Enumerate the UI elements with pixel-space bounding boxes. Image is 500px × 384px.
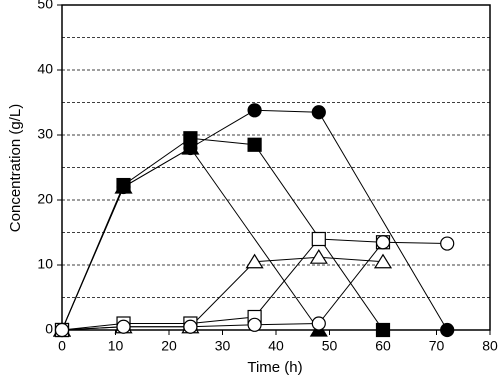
point	[247, 103, 262, 118]
x-tick-label: 30	[215, 338, 231, 354]
y-tick-label: 0	[45, 321, 53, 337]
y-tick-label: 10	[37, 256, 53, 272]
y-tick-label: 30	[37, 126, 53, 142]
x-tick-label: 40	[268, 338, 284, 354]
y-tick-label: 40	[37, 61, 53, 77]
y-tick-label: 20	[37, 191, 53, 207]
x-tick-label: 0	[58, 338, 66, 354]
x-tick-label: 20	[161, 338, 177, 354]
point	[245, 253, 264, 269]
y-axis-label: Concentration (g/L)	[7, 104, 24, 232]
x-tick-label: 50	[322, 338, 338, 354]
series-line	[61, 256, 384, 331]
x-tick-label: 10	[108, 338, 124, 354]
point	[375, 322, 391, 338]
point	[54, 322, 70, 338]
point	[311, 316, 326, 331]
point	[373, 253, 393, 269]
series-line	[61, 147, 320, 331]
point	[247, 137, 262, 152]
point	[440, 322, 455, 338]
point	[114, 178, 133, 194]
point	[311, 231, 326, 247]
point	[375, 235, 391, 250]
x-tick-label: 60	[375, 338, 391, 354]
x-tick-label: 70	[429, 338, 445, 354]
series-line	[61, 137, 384, 331]
x-tick-label: 80	[482, 338, 498, 354]
point	[311, 105, 326, 120]
point	[183, 319, 198, 334]
point	[247, 317, 262, 332]
point	[309, 249, 328, 264]
point	[440, 236, 455, 251]
plot-frame	[61, 4, 491, 331]
point	[116, 319, 131, 334]
x-axis-label: Time (h)	[247, 359, 302, 376]
series-line	[61, 238, 384, 331]
y-tick-label: 50	[37, 0, 53, 12]
point	[181, 139, 200, 155]
